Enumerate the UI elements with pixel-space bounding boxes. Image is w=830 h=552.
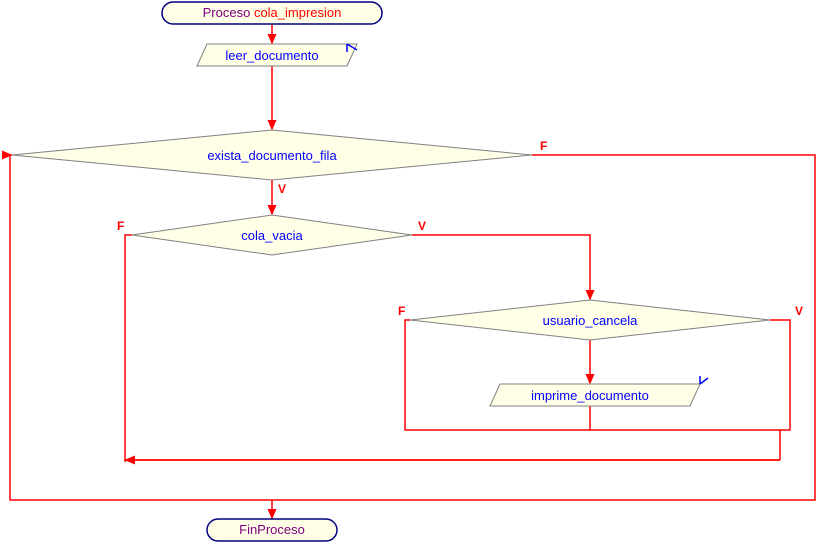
node-leer: leer_documento xyxy=(197,44,357,66)
exista-label: exista_documento_fila xyxy=(207,148,337,163)
edge-label-true: V xyxy=(795,304,803,318)
node-imprime: imprime_documento xyxy=(490,376,708,406)
node-cola-vacia: cola_vacia xyxy=(132,215,412,255)
cola-vacia-label: cola_vacia xyxy=(241,228,303,243)
start-name: cola_impresion xyxy=(254,5,341,20)
edge-label-true: V xyxy=(418,219,426,233)
svg-text:FinProceso: FinProceso xyxy=(239,522,305,537)
edge-label-false: F xyxy=(117,219,124,233)
usuario-cancela-label: usuario_cancela xyxy=(543,313,638,328)
imprime-label: imprime_documento xyxy=(531,388,649,403)
flowchart-canvas: V F F V F V xyxy=(0,0,830,552)
leer-label: leer_documento xyxy=(225,48,318,63)
edge-label-false: F xyxy=(398,304,405,318)
start-keyword: Proceso xyxy=(203,5,254,20)
svg-text:Proceso cola_impresion: Proceso cola_impresion xyxy=(203,5,342,20)
edge-label-false: F xyxy=(540,139,547,153)
node-start: Proceso cola_impresion xyxy=(162,2,382,24)
edge-label-true: V xyxy=(278,182,286,196)
edges: V F F V F V xyxy=(10,24,815,518)
end-keyword: FinProceso xyxy=(239,522,305,537)
node-exista: exista_documento_fila xyxy=(12,130,532,180)
io-output-mark xyxy=(700,376,708,384)
node-end: FinProceso xyxy=(207,519,337,541)
node-usuario-cancela: usuario_cancela xyxy=(410,300,770,340)
